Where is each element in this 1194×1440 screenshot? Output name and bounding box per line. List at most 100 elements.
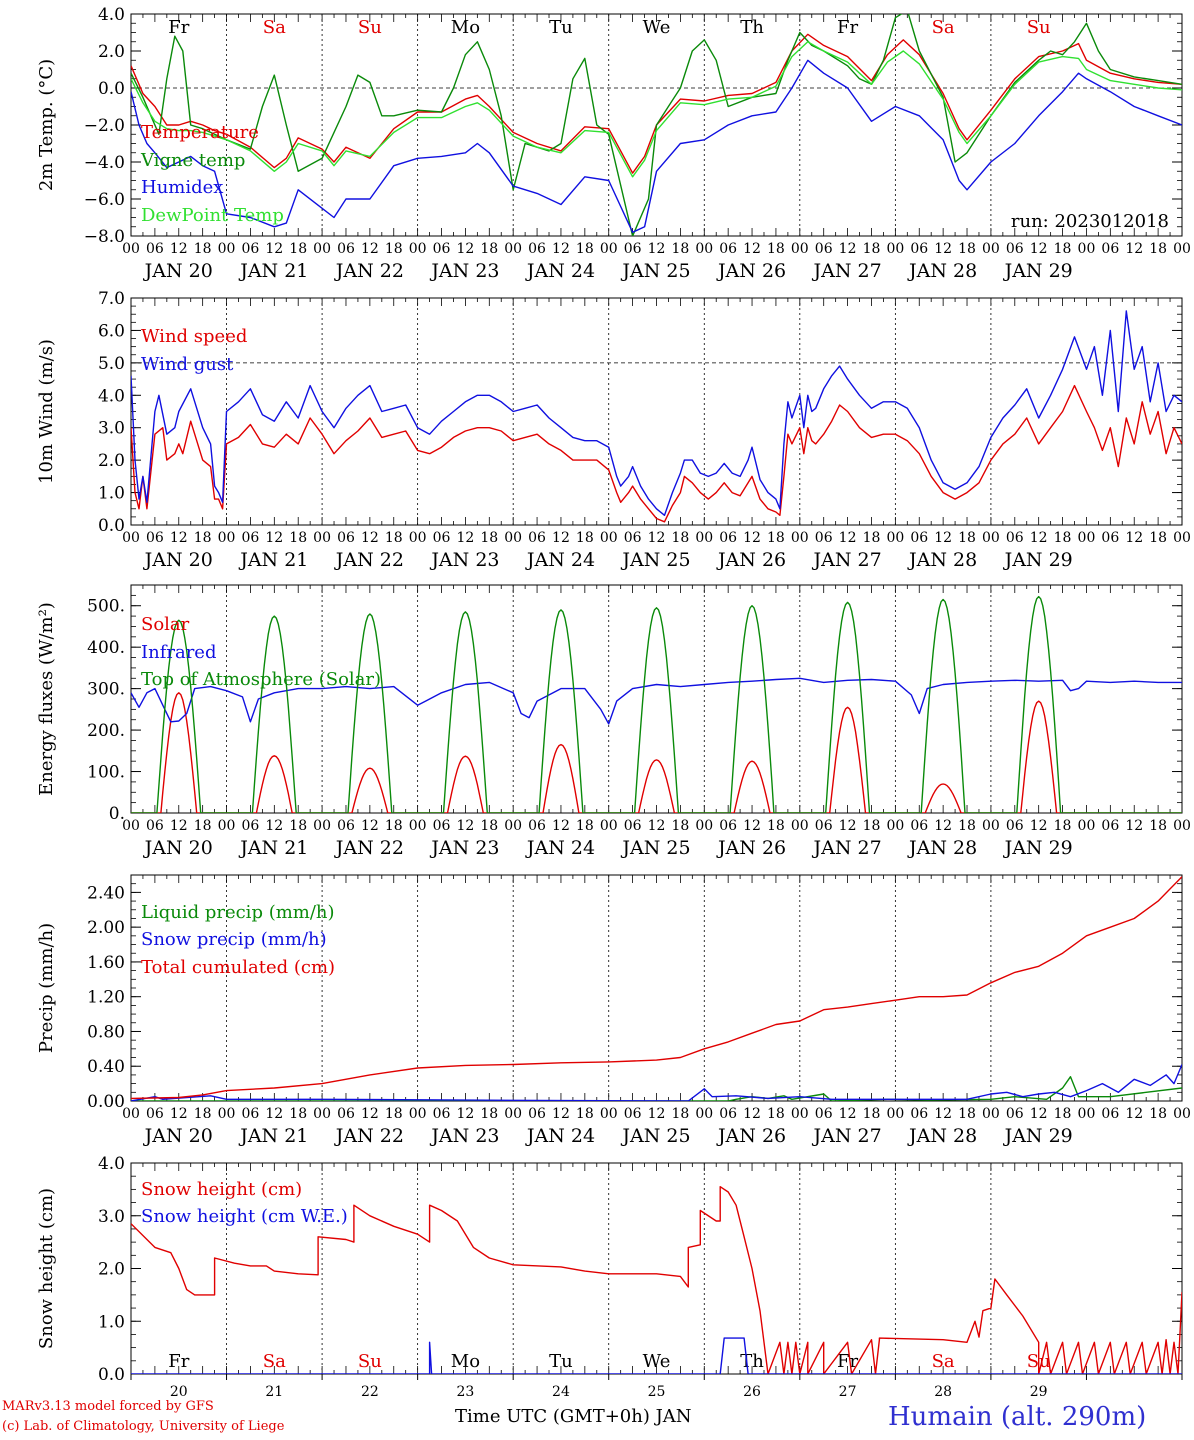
x-hour-label: 18 <box>671 1106 689 1122</box>
x-hour-label: 06 <box>910 241 928 257</box>
weekday-label: We <box>643 1351 671 1372</box>
x-hour-label: 00 <box>409 530 427 546</box>
x-hour-label: 06 <box>337 241 355 257</box>
x-hour-label: 12 <box>170 241 188 257</box>
x-hour-label: 18 <box>958 530 976 546</box>
x-hour-label: 00 <box>886 1106 904 1122</box>
x-hour-label: 06 <box>528 1106 546 1122</box>
x-date-label: JAN 22 <box>334 260 404 282</box>
x-hour-label: 00 <box>791 530 809 546</box>
x-hour-label: 06 <box>815 1106 833 1122</box>
x-date-label: JAN 28 <box>907 837 977 859</box>
y-tick-label: 0.00 <box>87 1092 125 1112</box>
y-tick-label: 1.0 <box>98 484 125 504</box>
x-hour-label: 18 <box>289 241 307 257</box>
weekday-label: Mo <box>451 17 480 38</box>
x-date-label: JAN 24 <box>525 260 595 282</box>
x-hour-label: 12 <box>648 530 666 546</box>
series-line-snow-precip-mm-h <box>131 1064 1182 1101</box>
x-hour-label: 18 <box>385 1106 403 1122</box>
x-hour-label: 06 <box>815 818 833 834</box>
x-hour-label: 06 <box>433 241 451 257</box>
x-hour-label: 18 <box>1054 530 1072 546</box>
x-hour-label: 12 <box>743 818 761 834</box>
x-hour-label: 06 <box>528 818 546 834</box>
x-hour-label: 06 <box>242 1106 260 1122</box>
legend-entry: Temperature <box>141 122 259 143</box>
x-hour-label: 12 <box>1125 530 1143 546</box>
x-hour-label: 18 <box>289 1106 307 1122</box>
x-hour-label: 18 <box>1149 818 1167 834</box>
x-hour-label: 00 <box>695 241 713 257</box>
x-hour-label: 12 <box>839 1106 857 1122</box>
x-hour-label: 00 <box>313 530 331 546</box>
x-day-number: 23 <box>456 1384 474 1400</box>
x-hour-label: 06 <box>1101 241 1119 257</box>
x-hour-label: 06 <box>719 530 737 546</box>
x-date-label: JAN 29 <box>1003 837 1073 859</box>
x-hour-label: 00 <box>791 241 809 257</box>
y-tick-label: 0.0 <box>98 79 125 99</box>
x-day-number: 27 <box>839 1384 857 1400</box>
y-tick-label: −4.0 <box>84 153 125 173</box>
x-hour-label: 06 <box>433 1106 451 1122</box>
x-hour-label: 00 <box>886 530 904 546</box>
x-hour-label: 18 <box>958 241 976 257</box>
x-axis-title: Time UTC (GMT+0h) JAN <box>455 1406 692 1427</box>
x-hour-label: 06 <box>242 241 260 257</box>
legend-entry: Infrared <box>141 642 216 663</box>
x-day-number: 21 <box>265 1384 283 1400</box>
x-hour-label: 06 <box>528 530 546 546</box>
x-date-label: JAN 21 <box>238 1125 308 1147</box>
y-tick-label: 2.0 <box>98 1260 125 1280</box>
x-hour-label: 12 <box>265 241 283 257</box>
panel-5: 4.0 3.0 2.0 1.0 0.0 Snow height (cm) 20 21 22 23 2… <box>36 1154 1183 1400</box>
x-day-number: 20 <box>170 1384 188 1400</box>
weekday-label: We <box>643 17 671 38</box>
x-hour-label: 18 <box>671 241 689 257</box>
x-hour-label: 12 <box>934 1106 952 1122</box>
x-day-number: 22 <box>361 1384 379 1400</box>
x-hour-label: 00 <box>313 1106 331 1122</box>
x-date-label: JAN 27 <box>811 260 881 282</box>
x-date-label: JAN 20 <box>143 1125 213 1147</box>
x-day-number: 25 <box>648 1384 666 1400</box>
x-hour-label: 06 <box>242 530 260 546</box>
x-hour-label: 18 <box>576 530 594 546</box>
weekday-label: Su <box>1027 17 1051 38</box>
y-tick-label: 400. <box>87 638 125 658</box>
x-hour-label: 00 <box>1078 818 1096 834</box>
x-hour-label: 06 <box>242 818 260 834</box>
x-hour-label: 06 <box>1006 1106 1024 1122</box>
x-hour-label: 06 <box>1101 530 1119 546</box>
y-tick-label: 4.0 <box>98 386 125 406</box>
x-hour-label: 18 <box>958 1106 976 1122</box>
x-hour-label: 18 <box>1054 1106 1072 1122</box>
x-hour-label: 12 <box>1125 1106 1143 1122</box>
x-date-label: JAN 22 <box>334 549 404 571</box>
x-hour-label: 18 <box>1054 818 1072 834</box>
x-hour-label: 06 <box>719 1106 737 1122</box>
x-hour-label: 18 <box>863 1106 881 1122</box>
x-hour-label: 06 <box>1006 241 1024 257</box>
y-tick-label: 200. <box>87 721 125 741</box>
x-hour-label: 00 <box>1173 818 1191 834</box>
legend-entry: Vigne temp <box>140 150 245 171</box>
x-hour-label: 12 <box>361 1106 379 1122</box>
x-date-label: JAN 20 <box>143 549 213 571</box>
x-hour-label: 00 <box>600 1106 618 1122</box>
x-hour-label: 06 <box>528 241 546 257</box>
x-hour-label: 18 <box>576 1106 594 1122</box>
y-tick-label: 0.80 <box>87 1022 125 1042</box>
x-hour-label: 18 <box>385 530 403 546</box>
x-date-label: JAN 25 <box>620 1125 690 1147</box>
x-hour-label: 12 <box>361 530 379 546</box>
legend-entry: Snow height (cm) <box>141 1179 302 1200</box>
x-hour-label: 00 <box>504 1106 522 1122</box>
x-hour-label: 00 <box>122 241 140 257</box>
x-hour-label: 18 <box>576 818 594 834</box>
y-axis-title: 10m Wind (m/s) <box>36 339 57 484</box>
x-hour-label: 00 <box>982 241 1000 257</box>
x-hour-label: 06 <box>433 530 451 546</box>
